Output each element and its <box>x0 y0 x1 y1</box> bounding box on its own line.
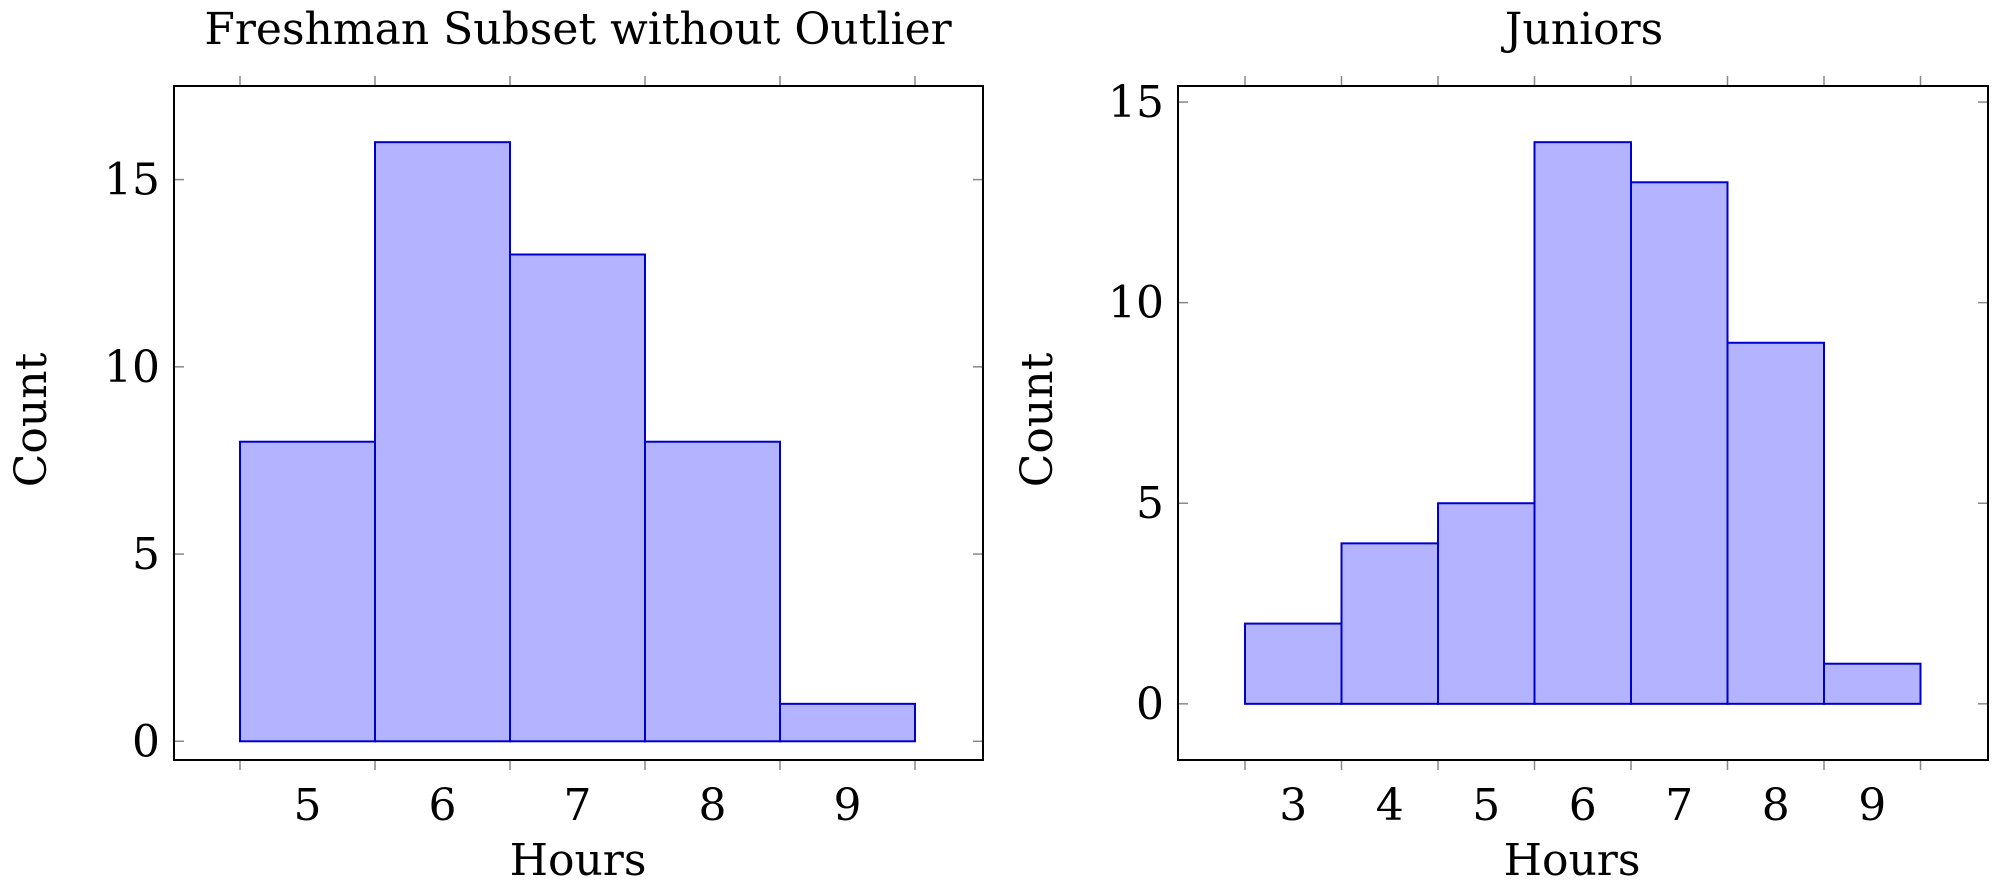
bar-6 <box>374 141 511 743</box>
ticks: 5 6 7 8 9 0 5 10 15 <box>104 76 983 831</box>
x-tick-label: 6 <box>429 780 457 831</box>
chart-title: Freshman Subset without Outlier <box>204 4 952 55</box>
bar-6 <box>1533 141 1632 705</box>
y-tick-label: 5 <box>132 529 160 580</box>
y-tick-label: 10 <box>1108 278 1164 329</box>
x-axis-label: Hours <box>1504 835 1641 886</box>
plot-frame <box>1177 85 1989 761</box>
chart-freshman: Freshman Subset without Outlier Hours Co… <box>6 4 984 886</box>
x-tick-label: 7 <box>1665 780 1693 831</box>
y-tick-label: 0 <box>132 716 160 767</box>
chart-title: Juniors <box>1501 4 1664 55</box>
bars <box>1244 141 1922 705</box>
x-axis-label: Hours <box>510 835 647 886</box>
x-tick-label: 9 <box>1858 780 1886 831</box>
bar-3 <box>1244 622 1343 705</box>
x-tick-label: 8 <box>1762 780 1790 831</box>
y-axis-label: Count <box>6 352 57 487</box>
y-tick-label: 5 <box>1136 478 1164 529</box>
bar-8 <box>644 440 781 743</box>
y-tick-label: 0 <box>1136 679 1164 730</box>
x-tick-label: 6 <box>1569 780 1597 831</box>
y-tick-label: 15 <box>1108 77 1164 128</box>
y-tick-label: 10 <box>104 342 160 393</box>
bar-8 <box>1726 341 1825 705</box>
bar-7 <box>1630 181 1729 705</box>
y-axis-label: Count <box>1012 352 1063 487</box>
y-tick-label: 15 <box>104 155 160 206</box>
x-tick-label: 4 <box>1376 780 1404 831</box>
plot-frame <box>173 85 984 761</box>
bar-5 <box>239 440 376 743</box>
bar-9 <box>1823 662 1922 705</box>
bar-5 <box>1437 502 1536 705</box>
x-tick-label: 9 <box>834 780 862 831</box>
x-tick-label: 8 <box>699 780 727 831</box>
chart-juniors: Juniors Hours Count 3 4 5 6 7 8 9 0 5 10 15 <box>1012 4 1989 886</box>
bars <box>239 141 916 743</box>
x-tick-label: 3 <box>1279 780 1307 831</box>
bar-4 <box>1340 542 1439 705</box>
x-tick-label: 7 <box>564 780 592 831</box>
bar-9 <box>779 702 916 743</box>
ticks: 3 4 5 6 7 8 9 0 5 10 15 <box>1108 76 1988 831</box>
x-tick-label: 5 <box>1472 780 1500 831</box>
x-tick-label: 5 <box>294 780 322 831</box>
bar-7 <box>509 253 646 743</box>
